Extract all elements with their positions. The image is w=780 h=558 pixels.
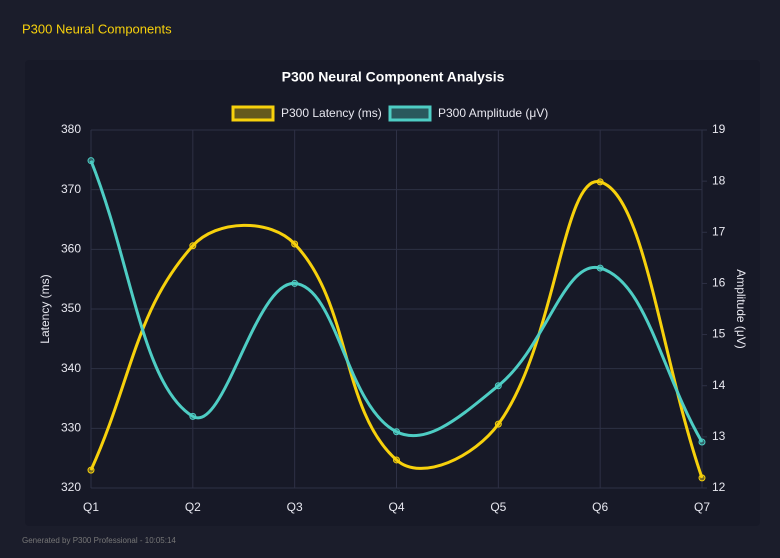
- data-point: [87, 466, 95, 474]
- data-point: [393, 456, 400, 464]
- data-point: [393, 428, 400, 436]
- data-point: [189, 242, 197, 250]
- legend-swatch: [388, 105, 432, 122]
- y-tick-label: 370: [61, 182, 81, 196]
- y2-tick-label: 16: [712, 276, 726, 290]
- x-tick-label: Q3: [287, 500, 303, 514]
- y2-tick-label: 14: [712, 378, 726, 392]
- legend-label: P300 Amplitude (μV): [438, 106, 548, 120]
- y-tick-label: 320: [61, 480, 81, 494]
- x-tick-label: Q6: [592, 500, 608, 514]
- legend-swatch: [231, 105, 275, 122]
- y2-axis-title: Amplitude (μV): [734, 269, 748, 349]
- data-point: [698, 474, 706, 482]
- x-tick-label: Q1: [83, 500, 99, 514]
- y-tick-label: 360: [61, 242, 81, 256]
- x-tick-label: Q2: [185, 500, 201, 514]
- x-tick-label: Q5: [490, 500, 506, 514]
- y-tick-label: 330: [61, 421, 81, 435]
- data-point: [698, 438, 706, 446]
- series-line: [89, 180, 704, 479]
- data-point: [596, 178, 604, 186]
- chart-panel: [25, 60, 760, 526]
- y2-tick-label: 15: [712, 327, 726, 341]
- x-tick-label: Q4: [388, 500, 404, 514]
- y-tick-label: 350: [61, 301, 81, 315]
- chart-title: P300 Neural Component Analysis: [282, 69, 505, 85]
- data-point: [494, 382, 502, 390]
- y2-tick-label: 12: [712, 480, 726, 494]
- series-line: [89, 160, 704, 443]
- legend-label: P300 Latency (ms): [281, 106, 382, 120]
- y2-tick-label: 13: [712, 429, 726, 443]
- data-point: [291, 240, 299, 248]
- y-axis-title: Latency (ms): [38, 274, 52, 343]
- y2-tick-label: 17: [712, 224, 726, 238]
- x-tick-label: Q7: [694, 500, 710, 514]
- page-title: P300 Neural Components: [22, 21, 172, 36]
- y2-tick-label: 19: [712, 122, 726, 136]
- y-tick-label: 340: [61, 361, 81, 375]
- data-point: [596, 264, 604, 272]
- data-point: [291, 279, 299, 287]
- y-tick-label: 380: [61, 122, 81, 136]
- data-point: [189, 412, 197, 420]
- data-point: [87, 157, 95, 165]
- data-point: [494, 420, 502, 428]
- y2-tick-label: 18: [712, 173, 726, 187]
- footer: Generated by P300 Professional - 10:05:1…: [22, 536, 176, 545]
